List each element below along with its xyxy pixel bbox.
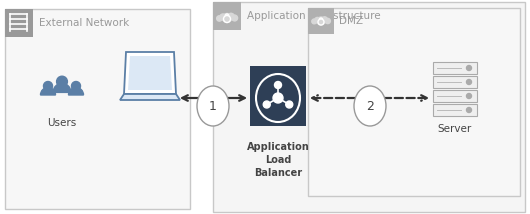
Polygon shape bbox=[128, 56, 172, 90]
Circle shape bbox=[312, 19, 316, 24]
FancyBboxPatch shape bbox=[213, 2, 241, 30]
Circle shape bbox=[317, 17, 325, 25]
Circle shape bbox=[57, 76, 67, 87]
Circle shape bbox=[72, 82, 81, 91]
Circle shape bbox=[273, 93, 283, 103]
Ellipse shape bbox=[197, 86, 229, 126]
Text: 2: 2 bbox=[366, 100, 374, 113]
Polygon shape bbox=[120, 94, 180, 100]
Wedge shape bbox=[40, 88, 56, 95]
Circle shape bbox=[43, 82, 52, 91]
FancyBboxPatch shape bbox=[308, 8, 520, 196]
Circle shape bbox=[286, 101, 293, 108]
Polygon shape bbox=[124, 52, 176, 94]
Circle shape bbox=[223, 13, 232, 22]
Circle shape bbox=[466, 107, 472, 113]
Text: 1: 1 bbox=[209, 100, 217, 113]
Circle shape bbox=[466, 94, 472, 98]
Circle shape bbox=[322, 17, 328, 23]
FancyBboxPatch shape bbox=[250, 66, 306, 126]
Text: DMZ: DMZ bbox=[339, 16, 363, 26]
FancyBboxPatch shape bbox=[433, 62, 477, 74]
Circle shape bbox=[466, 79, 472, 85]
FancyBboxPatch shape bbox=[217, 18, 237, 20]
Ellipse shape bbox=[354, 86, 386, 126]
FancyBboxPatch shape bbox=[5, 9, 33, 37]
Circle shape bbox=[263, 101, 270, 108]
Wedge shape bbox=[68, 88, 84, 95]
FancyBboxPatch shape bbox=[213, 2, 525, 212]
Circle shape bbox=[217, 16, 222, 21]
Text: External Network: External Network bbox=[39, 18, 129, 28]
Text: Application Infrastructure: Application Infrastructure bbox=[247, 11, 381, 21]
Circle shape bbox=[466, 65, 472, 70]
FancyBboxPatch shape bbox=[433, 90, 477, 102]
Wedge shape bbox=[53, 83, 71, 92]
Circle shape bbox=[232, 15, 237, 21]
FancyBboxPatch shape bbox=[433, 104, 477, 116]
FancyBboxPatch shape bbox=[308, 8, 334, 34]
Circle shape bbox=[315, 17, 320, 23]
Circle shape bbox=[325, 18, 330, 24]
Text: Server: Server bbox=[438, 124, 472, 134]
FancyBboxPatch shape bbox=[312, 21, 330, 23]
Text: Users: Users bbox=[47, 118, 77, 128]
FancyBboxPatch shape bbox=[433, 76, 477, 88]
Text: Application
Load
Balancer: Application Load Balancer bbox=[246, 142, 310, 178]
Circle shape bbox=[275, 82, 281, 89]
Circle shape bbox=[228, 13, 234, 20]
FancyBboxPatch shape bbox=[5, 9, 190, 209]
Circle shape bbox=[220, 14, 226, 20]
